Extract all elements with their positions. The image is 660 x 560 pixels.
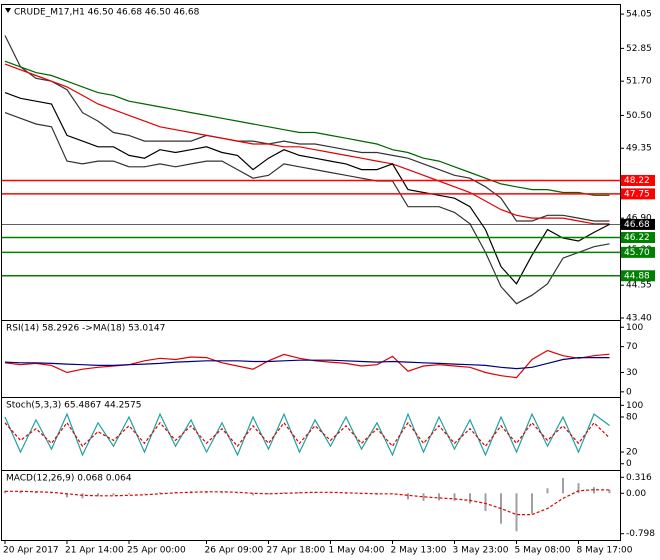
x-tick-label: 2 May 13:00 (391, 546, 447, 556)
histogram-bar (515, 493, 518, 532)
histogram-bar (112, 493, 115, 496)
histogram-bar (221, 492, 223, 494)
histogram-bar (252, 493, 254, 496)
histogram-bar (97, 493, 99, 497)
series-line (4, 63, 610, 225)
level-label: 47.75 (624, 189, 650, 199)
histogram-bar (236, 493, 239, 494)
level-label-box (621, 232, 655, 244)
histogram-bar (484, 493, 487, 512)
histogram-bar (35, 492, 37, 494)
y-tick-label: 49.35 (626, 144, 652, 154)
x-tick-label: 1 May 04:00 (329, 546, 385, 556)
y-tick-label: 30 (626, 368, 638, 378)
level-label-box (621, 246, 655, 258)
y-tick-label: 0 (626, 459, 632, 469)
histogram-bar (4, 490, 6, 494)
y-tick-label: 20 (626, 448, 638, 458)
level-label: 48.22 (624, 176, 650, 186)
histogram-bar (128, 493, 130, 495)
series-line (4, 349, 610, 379)
y-tick-label: 51.70 (626, 77, 652, 87)
y-tick-label: 54.05 (626, 10, 652, 20)
histogram-bar (329, 492, 332, 494)
histogram-bar (422, 493, 425, 501)
plot-frame (1, 4, 621, 541)
histogram-bar (407, 493, 409, 500)
y-tick-label: 0.00 (626, 489, 646, 499)
series-line (4, 421, 610, 448)
y-tick-label: 0 (626, 387, 632, 397)
histogram-bar (283, 492, 285, 494)
histogram-bar (453, 493, 456, 501)
series-line (4, 60, 610, 196)
x-tick-label: 3 May 23:00 (453, 546, 509, 556)
series-line (4, 112, 610, 305)
y-tick-label: 52.85 (626, 44, 652, 54)
x-tick-label: 25 Apr 00:00 (127, 546, 186, 556)
menu-triangle (5, 8, 11, 13)
x-tick-label: 21 Apr 14:00 (65, 546, 124, 556)
histogram-bar (267, 493, 270, 495)
histogram-bar (345, 493, 347, 494)
y-tick-label: 46.90 (626, 214, 652, 224)
histogram-bar (66, 493, 68, 498)
level-label: 45.70 (624, 248, 650, 258)
histogram-bar (19, 491, 22, 494)
histogram-bar (562, 478, 564, 494)
histogram-bar (577, 483, 580, 494)
histogram-bar (438, 493, 440, 501)
histogram-bar (608, 489, 611, 494)
level-label: 44.88 (624, 271, 650, 281)
panel-title: MACD(12,26,9) 0.068 0.064 (6, 474, 132, 484)
y-tick-label: 43.40 (626, 314, 652, 324)
series-line (4, 357, 610, 370)
y-tick-label: 50.50 (626, 111, 652, 121)
histogram-bar (50, 493, 53, 494)
y-tick-label: 0.316 (626, 473, 652, 483)
histogram-bar (469, 493, 471, 504)
level-label-box (621, 174, 655, 186)
histogram-bar (546, 488, 549, 494)
y-tick-label: 70 (626, 342, 638, 352)
histogram-bar (159, 492, 161, 494)
x-tick-label: 26 Apr 09:00 (205, 546, 264, 556)
panel-title: RSI(14) 58.2926 ->MA(18) 53.0147 (6, 324, 165, 334)
x-tick-label: 20 Apr 2017 (3, 546, 59, 556)
level-label-box (621, 218, 655, 230)
x-tick-label: 8 May 17:00 (577, 546, 633, 556)
level-label: 46.68 (624, 220, 650, 230)
y-tick-label: 100 (626, 401, 643, 411)
level-label-box (621, 188, 655, 200)
x-tick-label: 5 May 08:00 (515, 546, 571, 556)
histogram-bar (298, 491, 301, 494)
y-tick-label: 100 (626, 323, 643, 333)
level-label-box (621, 270, 655, 282)
x-tick-label: 27 Apr 18:00 (267, 546, 326, 556)
level-label: 46.22 (624, 233, 650, 243)
y-tick-label: -0.798 (626, 529, 655, 539)
series-line (5, 489, 610, 516)
y-tick-label: 80 (626, 412, 638, 422)
panel-title: Stoch(5,3,3) 65.4867 44.2575 (6, 401, 141, 411)
panel-title: CRUDE_M17,H1 46.50 46.68 46.50 46.68 (14, 8, 200, 18)
series-line (4, 35, 610, 222)
histogram-bar (531, 493, 533, 514)
y-tick-label: 44.55 (626, 281, 652, 291)
histogram-bar (143, 493, 146, 494)
